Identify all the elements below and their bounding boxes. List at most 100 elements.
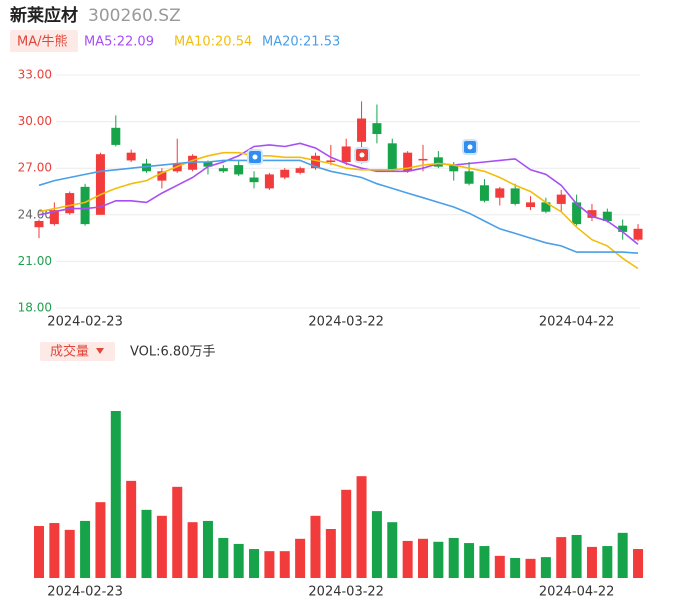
volume-bar	[295, 538, 306, 578]
candle-body	[295, 168, 305, 173]
candle-body	[495, 188, 505, 198]
ma-legend: MA5:22.09	[84, 35, 154, 50]
candle-body	[372, 123, 382, 135]
volume-bar	[571, 534, 582, 578]
stock-name: 新莱应材	[10, 5, 78, 26]
candle-body	[510, 188, 520, 204]
volume-bar	[233, 543, 244, 578]
candle-body	[249, 177, 259, 183]
volume-bar	[187, 522, 198, 578]
candle-body	[34, 221, 44, 228]
candle-body	[403, 152, 413, 172]
volume-bar	[464, 543, 475, 578]
volume-bar	[602, 546, 613, 578]
volume-bar	[156, 515, 167, 578]
volume-bar	[540, 557, 551, 578]
candle-body	[49, 210, 59, 225]
candle-body	[264, 174, 274, 189]
candle-body	[126, 152, 136, 161]
candle-body	[587, 210, 597, 218]
volume-bar	[279, 551, 290, 578]
volume-bar	[95, 502, 106, 578]
volume-bar	[371, 511, 382, 578]
candle-body	[65, 193, 75, 214]
candle-body	[95, 154, 105, 215]
candle-body	[418, 158, 428, 161]
candle-body	[433, 157, 443, 167]
volume-bar	[34, 526, 44, 578]
volume-bar	[586, 546, 597, 578]
volume-bar	[218, 537, 229, 578]
volume-bar	[172, 486, 183, 578]
volume-bar	[202, 520, 213, 578]
vol-button[interactable]: 成交量	[50, 344, 89, 360]
ma-line	[38, 159, 639, 254]
ma-button-bg[interactable]	[10, 30, 78, 52]
volume-bar	[633, 549, 644, 578]
dropdown-arrow[interactable]	[96, 348, 104, 354]
candle-body	[111, 127, 121, 145]
candle-body	[464, 171, 474, 184]
candle-body	[326, 160, 336, 162]
candle-body	[387, 143, 397, 170]
volume-bar	[64, 529, 75, 578]
candle-body	[341, 146, 351, 162]
candle-body	[572, 202, 582, 225]
volume-bar	[49, 523, 60, 578]
ma-legend: MA20:21.53	[262, 35, 340, 50]
volume-bar	[310, 515, 321, 578]
volume-bar	[387, 522, 398, 578]
y-tick-label: 33.00	[18, 68, 52, 82]
y-tick-label: 30.00	[18, 114, 52, 128]
candle-body	[203, 161, 213, 167]
signal-dot	[467, 144, 473, 150]
volume-bar	[80, 520, 91, 578]
candle-body	[526, 202, 536, 208]
x-tick-label: 2024-04-22	[539, 315, 615, 330]
volume-bar	[126, 480, 137, 578]
vol-button-bg[interactable]	[40, 342, 115, 361]
y-tick-label: 21.00	[18, 254, 52, 268]
candle-body	[449, 165, 459, 172]
candle-body	[357, 118, 367, 142]
candle-body	[142, 163, 152, 172]
volume-bar	[617, 532, 628, 578]
stock-code: 300260.SZ	[88, 6, 181, 26]
volume-bar	[433, 541, 444, 578]
signal-dot	[359, 152, 365, 158]
x-tick-label: 2024-04-22	[539, 585, 615, 600]
volume-bar	[418, 538, 428, 578]
volume-bar	[448, 537, 459, 578]
candle-body	[157, 171, 167, 181]
signal-dot	[252, 154, 258, 160]
candle-body	[80, 186, 90, 225]
y-tick-label: 18.00	[18, 301, 52, 315]
candle-body	[556, 194, 566, 204]
vol-legend: VOL:6.80万手	[130, 345, 215, 360]
ma-button[interactable]: MA/牛熊	[17, 34, 68, 50]
candle-body	[602, 211, 612, 222]
volume-bar	[356, 476, 367, 578]
candle-body	[633, 228, 643, 240]
volume-bar	[525, 558, 536, 578]
volume-bar	[510, 557, 521, 578]
ma-line	[38, 151, 639, 270]
volume-bar	[479, 546, 490, 578]
candle-body	[541, 202, 551, 212]
candle-body	[280, 169, 290, 178]
ma-line	[38, 142, 639, 245]
volume-bar	[264, 551, 275, 578]
volume-bar	[325, 529, 336, 578]
candle-body	[479, 185, 489, 201]
x-tick-label: 2024-02-23	[47, 315, 123, 330]
volume-bar	[556, 537, 567, 578]
x-tick-label: 2024-03-22	[308, 585, 384, 600]
volume-bar	[110, 411, 121, 578]
x-tick-label: 2024-02-23	[47, 585, 123, 600]
y-tick-label: 27.00	[18, 161, 52, 175]
volume-bar	[341, 489, 352, 578]
volume-bar	[402, 540, 413, 578]
volume-bar	[249, 549, 260, 578]
candle-body	[310, 155, 320, 169]
